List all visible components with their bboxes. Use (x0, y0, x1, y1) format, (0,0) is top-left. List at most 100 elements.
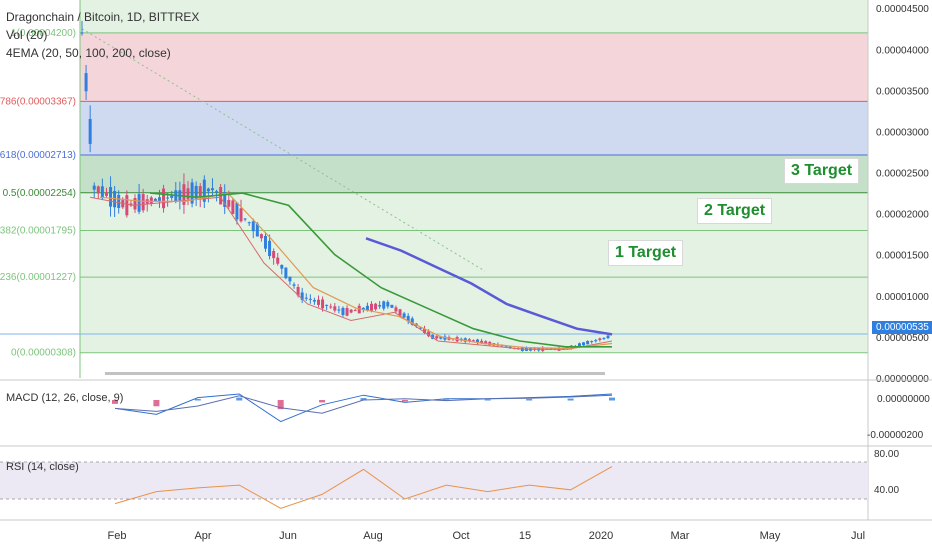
price-candle (272, 251, 276, 259)
price-candle (100, 186, 104, 199)
macd-histogram-bar (609, 397, 615, 401)
price-candle (598, 338, 602, 341)
price-candle (394, 307, 398, 312)
fib-level-label: 0.236(0.00001227) (0, 272, 76, 283)
price-candle (117, 194, 121, 209)
fib-zone (80, 230, 868, 278)
ema-indicator-label[interactable]: 4EMA (20, 50, 100, 200, close) (6, 46, 171, 60)
price-candle (84, 73, 88, 92)
price-candle (243, 218, 247, 220)
price-candle (149, 197, 153, 204)
macd-histogram-bar (484, 399, 491, 401)
price-candle (194, 185, 198, 199)
macd-histogram-bar (526, 399, 533, 401)
price-candle (190, 182, 194, 204)
macd-histogram-bar (319, 400, 326, 403)
price-candle (276, 257, 280, 264)
price-candle (337, 309, 341, 311)
price-candle (308, 298, 312, 300)
macd-histogram-bar (360, 398, 367, 401)
macd-histogram-bar (194, 399, 201, 401)
price-candle (345, 307, 349, 316)
macd-histogram-bar (443, 399, 450, 401)
price-candle (590, 341, 594, 343)
x-axis-tick-label: May (760, 530, 781, 542)
rsi-label[interactable]: RSI (14, close) (6, 461, 79, 473)
price-candle (251, 221, 255, 232)
price-candle (304, 297, 308, 299)
macd-histogram-bar (112, 400, 118, 404)
price-candle (247, 222, 251, 224)
price-candle (476, 339, 480, 343)
price-candle (198, 186, 202, 197)
price-candle (333, 306, 337, 311)
price-candle (361, 307, 365, 310)
price-candle (280, 264, 284, 269)
price-candle (223, 192, 227, 207)
x-axis-tick-label: 15 (519, 530, 531, 542)
rsi-band (0, 462, 868, 499)
price-candle (349, 309, 353, 313)
ema-200-line (365, 237, 613, 336)
price-candle (325, 304, 329, 306)
price-candle (439, 336, 443, 339)
price-candle (255, 223, 259, 237)
price-candle (104, 193, 108, 196)
macd-line (114, 393, 613, 423)
price-candle (577, 343, 581, 347)
price-candle (157, 197, 161, 202)
price-candle (162, 188, 166, 209)
price-candle (406, 315, 410, 322)
price-candle (182, 184, 186, 205)
price-candle (263, 235, 267, 249)
x-axis-tick-label: Jul (851, 530, 865, 542)
macd-label[interactable]: MACD (12, 26, close, 9) (6, 392, 124, 404)
price-candle (410, 318, 414, 325)
x-axis-tick-label: 2020 (589, 530, 613, 542)
macd-histogram-bar (401, 400, 408, 402)
price-candle (374, 303, 378, 310)
y-axis-tick-label: 0.00001000 (876, 292, 929, 303)
price-candle (606, 335, 610, 339)
price-candle (435, 336, 439, 339)
price-candle (231, 200, 235, 214)
volume-bars (105, 372, 605, 375)
x-axis-tick-label: Oct (452, 530, 469, 542)
x-axis-tick-label: Apr (194, 530, 211, 542)
price-candle (96, 186, 100, 194)
y-axis-tick-label: 0.00004000 (876, 45, 929, 56)
price-candle (594, 340, 598, 342)
target-1-label: 1 Target (608, 240, 684, 266)
price-candle (186, 188, 190, 200)
price-candle (210, 188, 214, 191)
price-candle (92, 185, 96, 190)
target-3-label: 3 Target (784, 158, 860, 184)
price-candle (141, 194, 145, 211)
y-axis-tick-label: 0.00003500 (876, 86, 929, 97)
rsi-tick: 80.00 (874, 449, 900, 460)
macd-histogram-bar (277, 400, 284, 410)
fib-level-label: 0(0.00000308) (11, 348, 76, 359)
price-candle (341, 307, 345, 316)
price-candle (109, 187, 113, 207)
price-candle (500, 345, 504, 347)
fib-level-label: 0.382(0.00001795) (0, 225, 76, 236)
x-axis-tick-label: Mar (671, 530, 690, 542)
price-candle (166, 197, 170, 199)
ema-100-line (149, 192, 612, 348)
price-candle (153, 198, 157, 201)
volume-indicator-label[interactable]: Vol (20) (6, 28, 48, 42)
price-candle (288, 276, 292, 282)
fib-zone (80, 277, 868, 353)
price-candle (378, 305, 382, 307)
price-candle (353, 310, 357, 312)
price-candle (296, 287, 300, 296)
ema-50-line (99, 192, 613, 350)
price-candle (402, 313, 406, 318)
price-candle (386, 302, 390, 307)
price-candle (427, 331, 431, 337)
price-candle (284, 267, 288, 279)
price-candle (329, 306, 333, 308)
price-candle (357, 305, 361, 314)
